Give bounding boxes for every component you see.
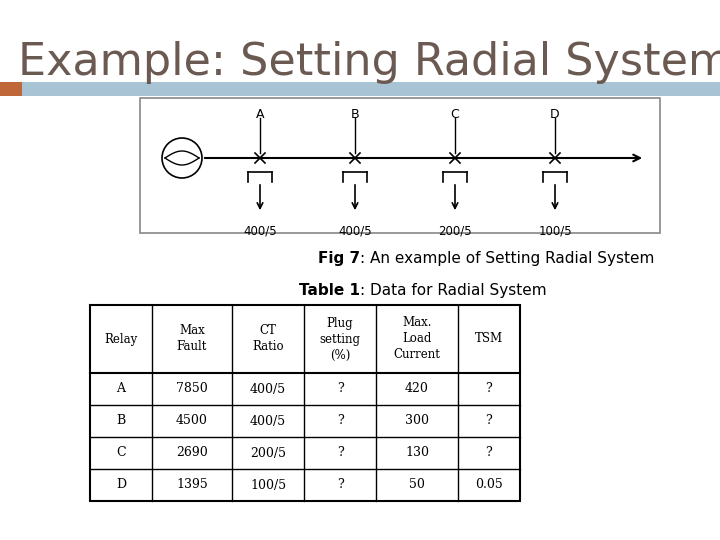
Bar [0,82,720,96]
Text: Max.
Load
Current: Max. Load Current [394,316,441,361]
Text: D: D [550,108,560,121]
Text: : Data for Radial System: : Data for Radial System [360,283,546,298]
Bar [140,98,660,233]
Bar [0,82,22,96]
Text: 200/5: 200/5 [438,225,472,238]
Text: ?: ? [485,382,492,395]
Text: D: D [116,478,126,491]
Text: 400/5: 400/5 [338,225,372,238]
Text: A: A [117,382,125,395]
Text: Example: Setting Radial System: Example: Setting Radial System [18,40,720,84]
Text: 420: 420 [405,382,429,395]
Text: 100/5: 100/5 [250,478,286,491]
Text: CT
Ratio: CT Ratio [252,325,284,354]
Text: 2690: 2690 [176,447,208,460]
Text: ?: ? [337,447,343,460]
Text: B: B [117,415,125,428]
Text: 0.05: 0.05 [475,478,503,491]
Text: 1395: 1395 [176,478,208,491]
Text: Fig 7: Fig 7 [318,251,360,266]
Text: Plug
setting
(%): Plug setting (%) [320,316,361,361]
Text: B: B [351,108,359,121]
Text: Relay: Relay [104,333,138,346]
Text: C: C [451,108,459,121]
Text: Table 1: Table 1 [299,283,360,298]
Text: 4500: 4500 [176,415,208,428]
Text: C: C [116,447,126,460]
Text: 50: 50 [409,478,425,491]
Text: : An example of Setting Radial System: : An example of Setting Radial System [360,251,654,266]
Text: ?: ? [485,415,492,428]
Text: 400/5: 400/5 [243,225,276,238]
Text: Max
Fault: Max Fault [177,325,207,354]
Text: TSM: TSM [475,333,503,346]
Text: 200/5: 200/5 [250,447,286,460]
Text: 7850: 7850 [176,382,208,395]
Text: 100/5: 100/5 [538,225,572,238]
Text: 130: 130 [405,447,429,460]
Bar [90,305,520,501]
Text: A: A [256,108,264,121]
Text: ?: ? [337,382,343,395]
Text: 400/5: 400/5 [250,415,286,428]
Text: 300: 300 [405,415,429,428]
Text: 400/5: 400/5 [250,382,286,395]
Text: ?: ? [337,478,343,491]
Text: ?: ? [337,415,343,428]
Text: ?: ? [485,447,492,460]
